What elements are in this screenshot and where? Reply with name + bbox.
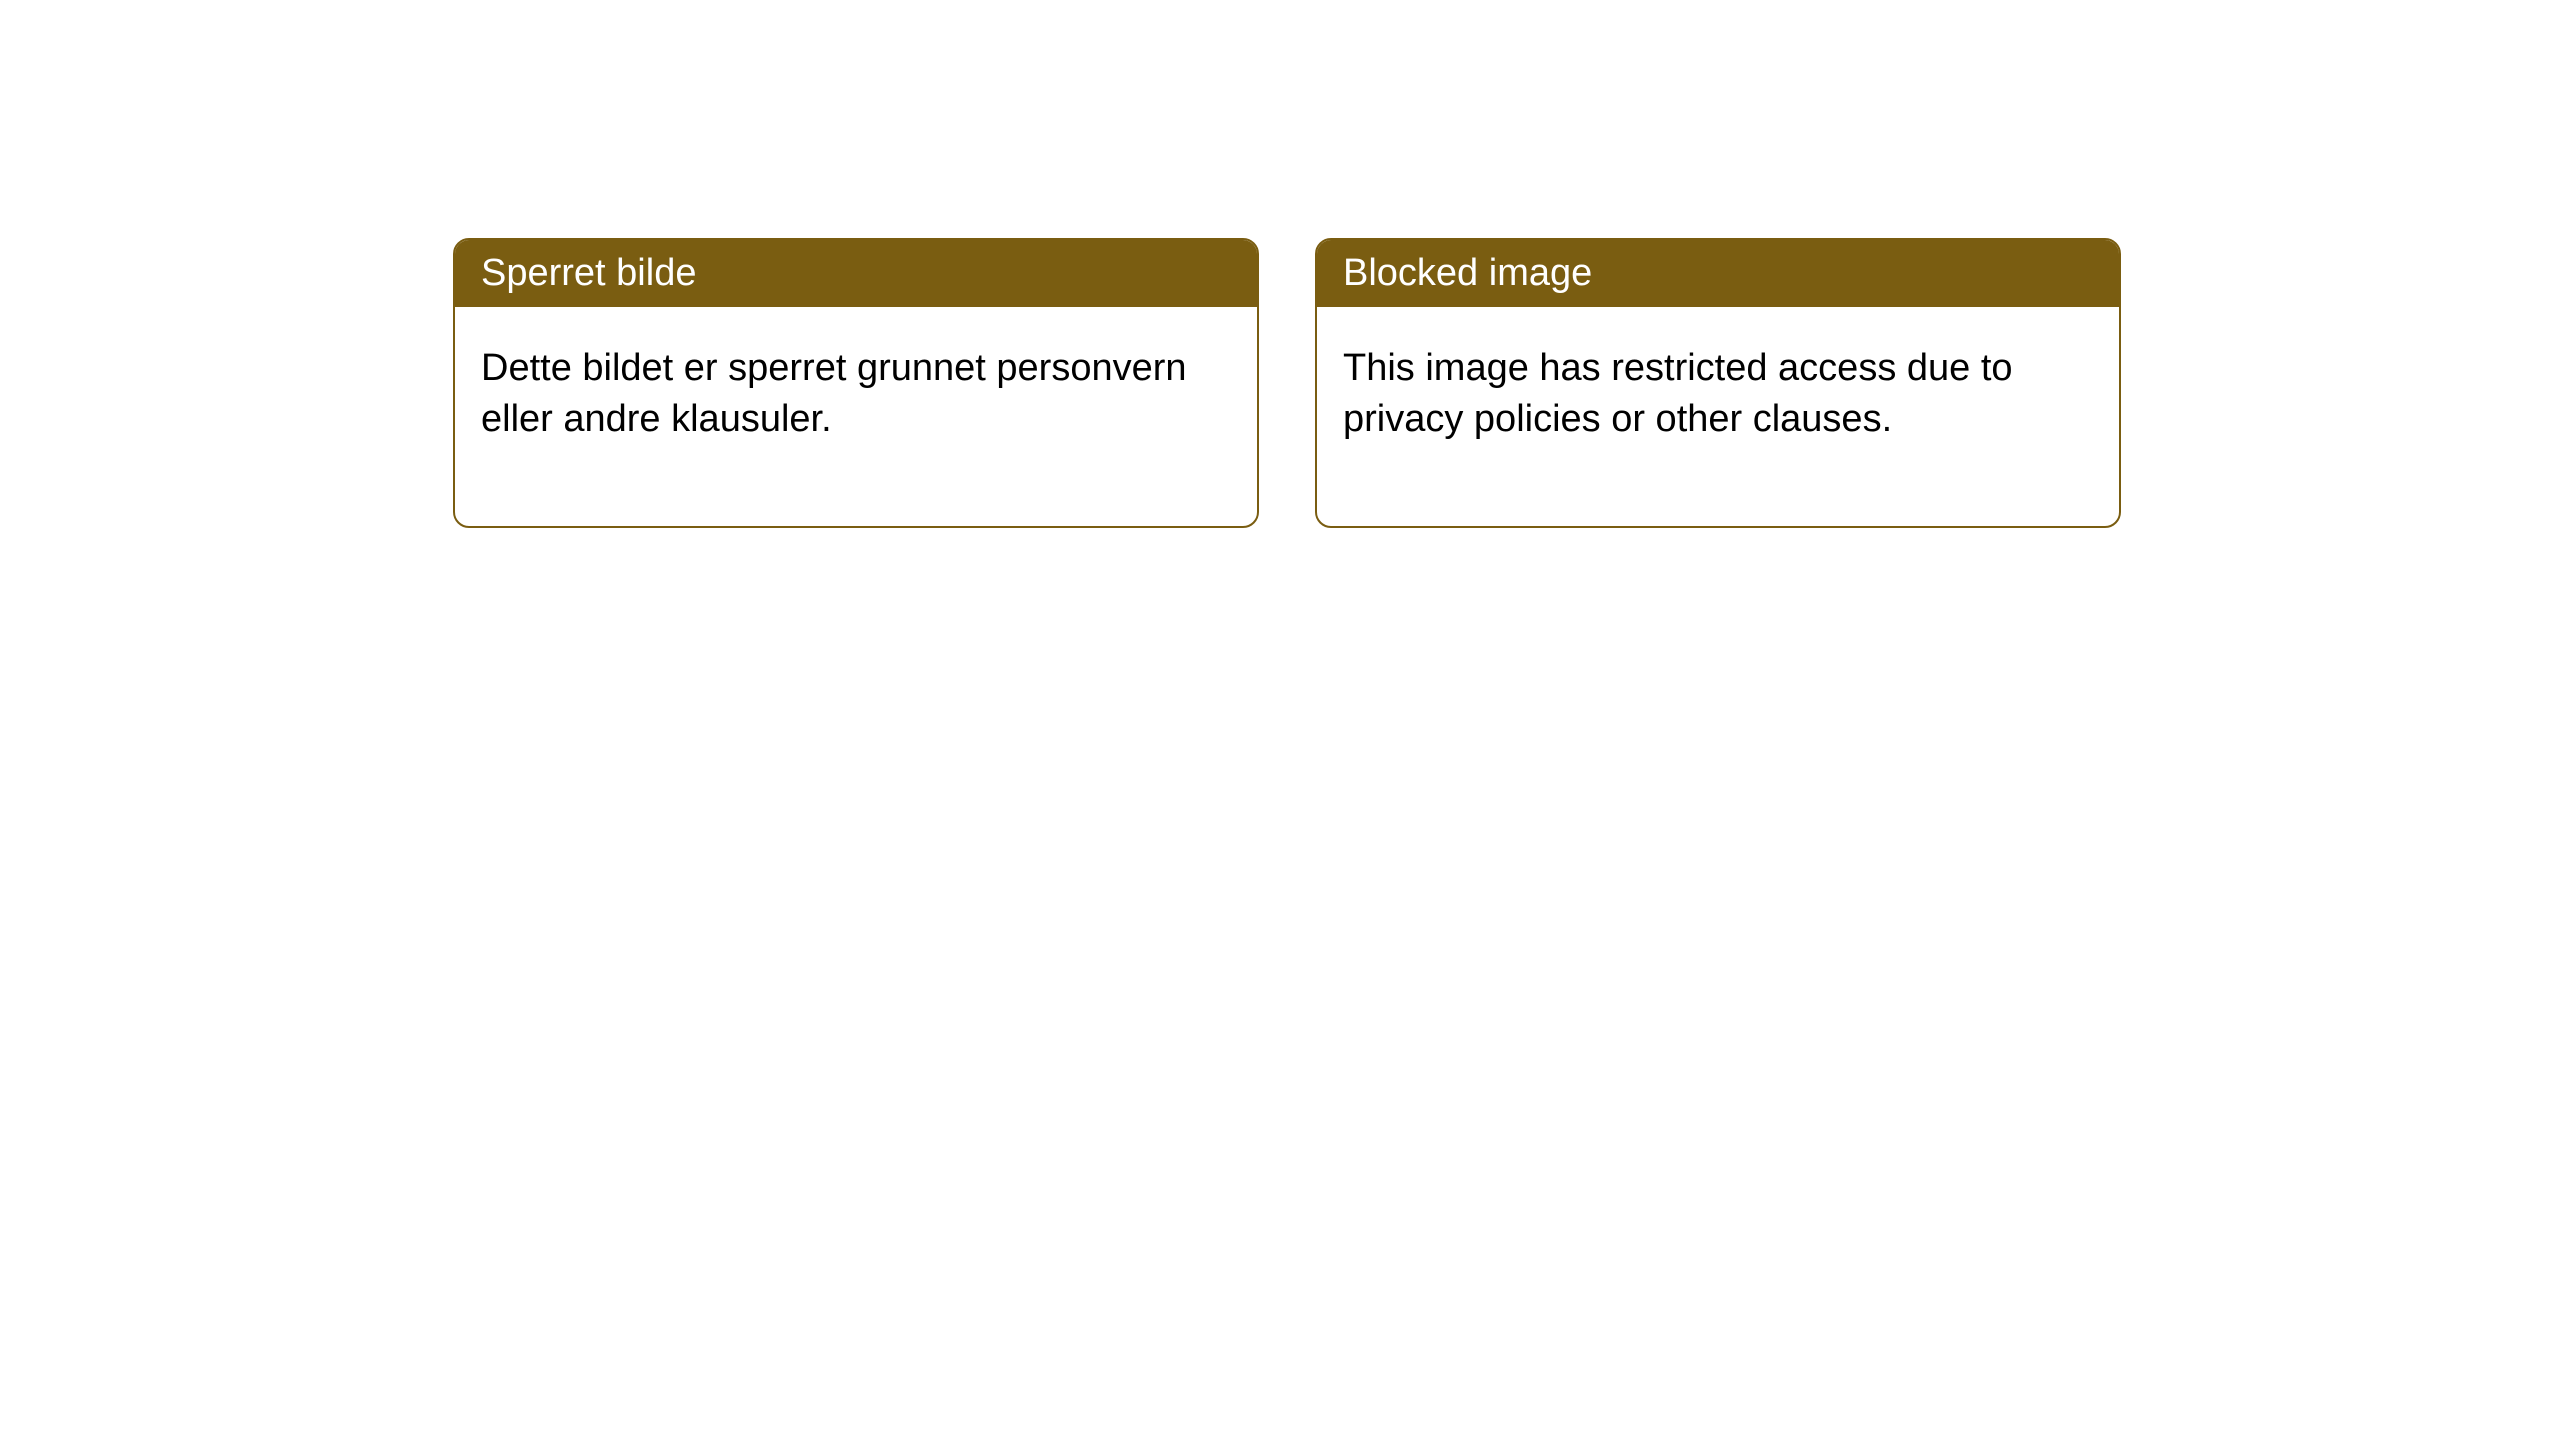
blocked-image-card-no: Sperret bilde Dette bildet er sperret gr…: [453, 238, 1259, 528]
notice-cards-container: Sperret bilde Dette bildet er sperret gr…: [0, 0, 2560, 528]
card-title: Blocked image: [1343, 252, 1592, 294]
card-header: Sperret bilde: [455, 240, 1257, 307]
card-body: Dette bildet er sperret grunnet personve…: [455, 307, 1257, 526]
card-title: Sperret bilde: [481, 252, 696, 294]
card-body: This image has restricted access due to …: [1317, 307, 2119, 526]
blocked-image-card-en: Blocked image This image has restricted …: [1315, 238, 2121, 528]
card-body-text: Dette bildet er sperret grunnet personve…: [481, 347, 1187, 440]
card-header: Blocked image: [1317, 240, 2119, 307]
card-body-text: This image has restricted access due to …: [1343, 347, 2013, 440]
